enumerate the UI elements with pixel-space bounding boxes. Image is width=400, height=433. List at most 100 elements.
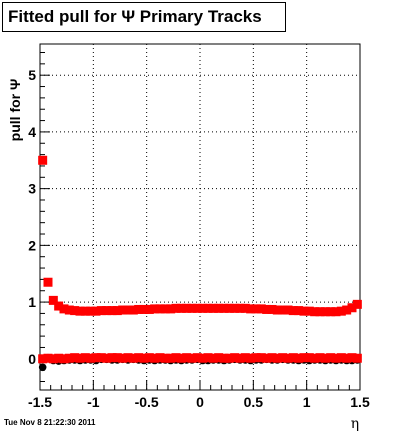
- data-point-red: [304, 353, 314, 363]
- data-point-red: [256, 353, 266, 363]
- data-point-red: [208, 303, 218, 313]
- data-point-red: [352, 353, 362, 363]
- data-point-red: [342, 353, 352, 363]
- data-point-red: [336, 306, 346, 316]
- data-point-red: [128, 305, 138, 315]
- data-point-red: [107, 306, 117, 316]
- data-point-red: [155, 353, 165, 363]
- x-tick-label: -1: [87, 394, 100, 410]
- data-point-red: [331, 353, 341, 363]
- x-tick-label: 1: [303, 394, 311, 410]
- data-point-red: [235, 303, 245, 313]
- x-tick-label: -0.5: [135, 394, 159, 410]
- x-tick-label: 1.5: [350, 394, 370, 410]
- data-point-red: [224, 303, 234, 313]
- data-point-red: [310, 307, 320, 317]
- data-point-red: [246, 353, 256, 363]
- data-point-red: [198, 303, 208, 313]
- timestamp: Tue Nov 8 21:22:30 2011: [4, 418, 96, 427]
- data-point-red: [230, 303, 240, 313]
- data-point-red: [278, 353, 288, 363]
- data-point-red: [139, 304, 149, 314]
- data-point-red: [320, 353, 330, 363]
- data-point-red: [134, 353, 144, 363]
- data-point-red: [230, 353, 240, 363]
- data-point-red: [192, 353, 202, 363]
- data-point-red: [214, 303, 224, 313]
- data-point-red: [203, 303, 213, 313]
- data-point-red: [96, 353, 106, 363]
- data-point-red: [70, 306, 80, 316]
- data-point-red: [336, 353, 346, 363]
- axis-ticks: [39, 52, 361, 390]
- data-point-red: [123, 305, 133, 315]
- data-point-red: [251, 304, 261, 314]
- data-point-red: [310, 353, 320, 363]
- data-point-red: [150, 304, 160, 314]
- data-point-red: [64, 353, 74, 363]
- data-point-red: [43, 277, 53, 287]
- data-point-red: [150, 353, 160, 363]
- data-point-red: [320, 307, 330, 317]
- data-point-red: [75, 353, 85, 363]
- data-point-black: [38, 363, 47, 372]
- data-point-red: [299, 353, 309, 363]
- data-point-red: [315, 353, 325, 363]
- data-point-red: [251, 353, 261, 363]
- data-point-red: [315, 307, 325, 317]
- data-point-red: [246, 304, 256, 314]
- data-point-red: [118, 305, 128, 315]
- data-point-red: [70, 353, 80, 363]
- data-point-red: [299, 306, 309, 316]
- y-tick-label: 5: [28, 67, 36, 83]
- data-point-red: [219, 353, 229, 363]
- y-axis-label: pull for Ψ: [7, 79, 23, 142]
- data-point-red: [38, 155, 48, 165]
- data-point-red: [107, 353, 117, 363]
- data-point-red: [187, 303, 197, 313]
- data-point-red: [208, 353, 218, 363]
- data-point-red: [342, 305, 352, 315]
- data-point-red: [214, 353, 224, 363]
- data-point-red: [304, 306, 314, 316]
- data-point-red: [102, 306, 112, 316]
- data-point-red: [288, 306, 298, 316]
- data-point-red: [224, 353, 234, 363]
- data-point-red: [347, 353, 357, 363]
- data-point-red: [128, 353, 138, 363]
- data-point-red: [326, 353, 336, 363]
- data-point-red: [171, 353, 181, 363]
- data-point-red: [118, 353, 128, 363]
- x-axis-label: η: [351, 416, 359, 432]
- data-point-red: [219, 303, 229, 313]
- y-tick-label: 1: [28, 294, 36, 310]
- data-point-red: [187, 353, 197, 363]
- data-point-red: [80, 353, 90, 363]
- data-point-red: [48, 354, 58, 364]
- data-point-red: [326, 307, 336, 317]
- data-point-red: [240, 353, 250, 363]
- data-point-red: [352, 299, 362, 309]
- data-point-red: [43, 353, 53, 363]
- data-point-red: [166, 304, 176, 314]
- data-point-red: [182, 303, 192, 313]
- data-point-red: [192, 303, 202, 313]
- y-tick-label: 3: [28, 181, 36, 197]
- data-point-red: [283, 353, 293, 363]
- data-point-red: [262, 353, 272, 363]
- data-point-red: [160, 353, 170, 363]
- data-point-red: [294, 306, 304, 316]
- data-point-red: [38, 354, 48, 364]
- data-point-red: [80, 306, 90, 316]
- data-point-red: [256, 304, 266, 314]
- data-point-red: [86, 306, 96, 316]
- y-tick-label: 0: [28, 351, 36, 367]
- data-point-red: [176, 353, 186, 363]
- data-point-red: [75, 306, 85, 316]
- data-point-red: [182, 353, 192, 363]
- data-point-red: [112, 306, 122, 316]
- data-point-red: [59, 354, 69, 364]
- y-tick-label: 2: [28, 237, 36, 253]
- data-point-red: [134, 304, 144, 314]
- data-point-red: [91, 306, 101, 316]
